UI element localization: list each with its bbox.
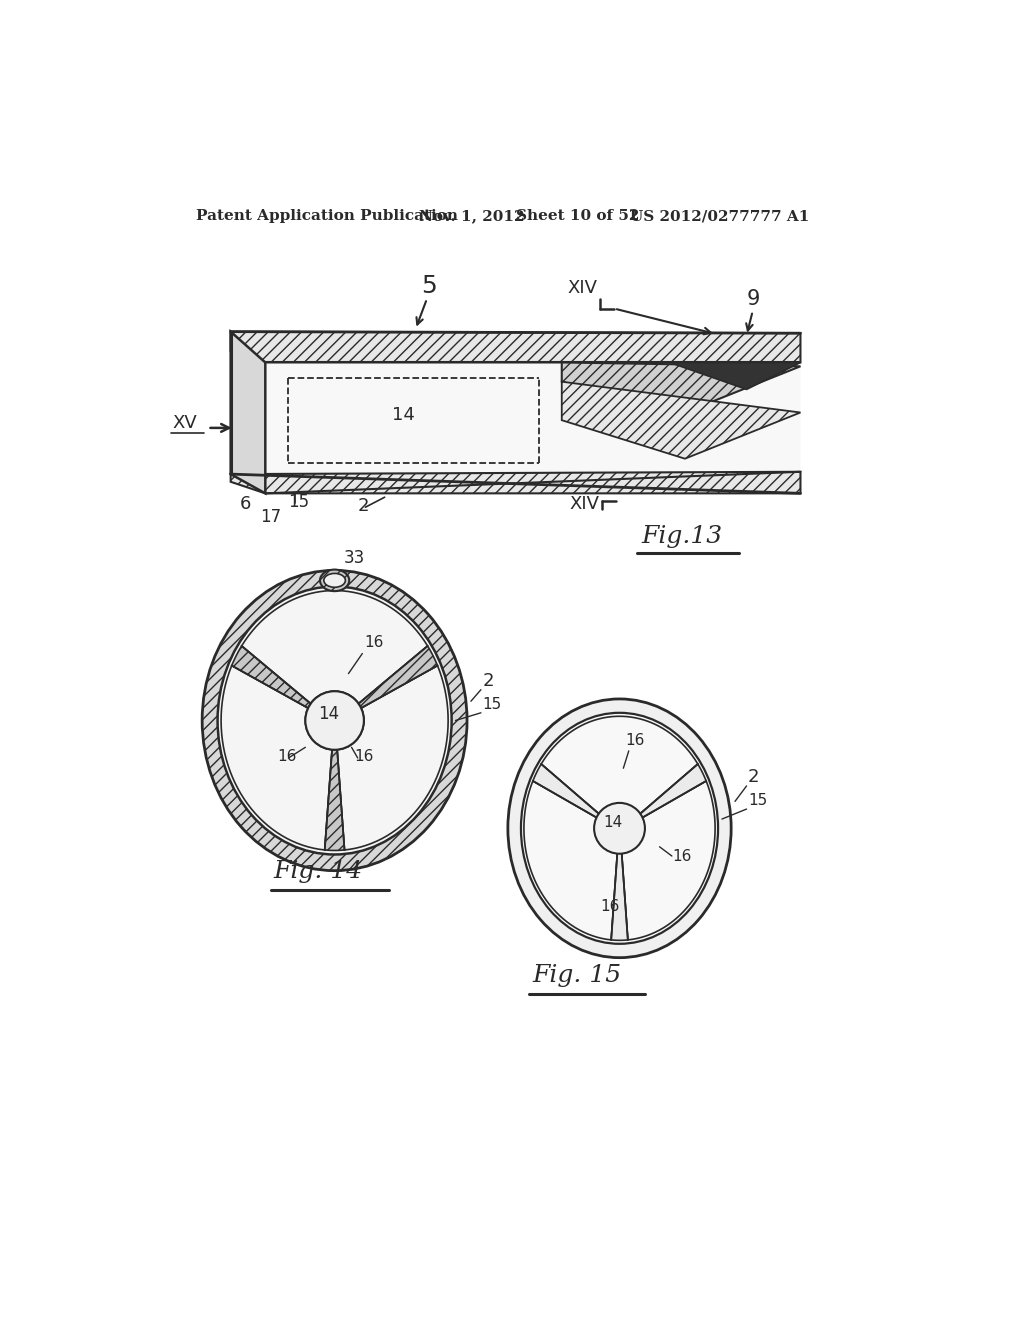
Polygon shape [524,781,617,940]
Polygon shape [562,381,801,459]
Text: 9: 9 [746,289,760,309]
Text: 14: 14 [317,705,339,723]
Text: 33: 33 [344,549,366,568]
Text: 5: 5 [422,275,437,298]
Text: 17: 17 [260,508,281,525]
Ellipse shape [202,570,467,871]
Text: 15: 15 [749,793,767,808]
Text: Fig. 15: Fig. 15 [532,965,622,987]
Ellipse shape [305,692,364,750]
Polygon shape [532,764,600,818]
Polygon shape [562,363,801,412]
Text: 6: 6 [240,495,251,512]
Polygon shape [542,717,697,814]
Text: XV: XV [173,414,198,432]
Polygon shape [221,665,332,850]
Text: XIV: XIV [568,279,598,297]
Text: 16: 16 [600,899,620,915]
Polygon shape [639,764,707,818]
Polygon shape [230,471,801,494]
Polygon shape [231,645,312,709]
Text: 16: 16 [354,748,373,764]
Ellipse shape [508,700,731,958]
Text: US 2012/0277777 A1: US 2012/0277777 A1 [630,209,809,223]
Text: 2: 2 [749,768,760,787]
Text: Nov. 1, 2012: Nov. 1, 2012 [419,209,525,223]
Polygon shape [622,781,715,940]
Text: 16: 16 [364,635,383,649]
Text: Sheet 10 of 52: Sheet 10 of 52 [515,209,639,223]
Polygon shape [230,331,265,494]
Polygon shape [242,590,428,705]
Ellipse shape [594,803,645,854]
Ellipse shape [521,713,718,944]
Text: Patent Application Publication: Patent Application Publication [196,209,458,223]
Polygon shape [611,853,628,940]
Text: 16: 16 [276,748,296,764]
Polygon shape [337,665,449,850]
Text: 15: 15 [289,494,309,511]
Text: 2: 2 [482,672,494,690]
Text: Fig.13: Fig.13 [641,525,722,548]
Ellipse shape [319,570,349,591]
Polygon shape [325,748,344,850]
Polygon shape [265,363,801,494]
Ellipse shape [217,586,452,854]
Text: XIV: XIV [569,495,599,512]
Text: 15: 15 [482,697,502,711]
Polygon shape [670,363,801,389]
Polygon shape [357,645,437,709]
Text: 14: 14 [392,407,416,424]
Text: 16: 16 [672,849,691,863]
Polygon shape [230,331,801,363]
Text: 16: 16 [626,733,645,748]
Ellipse shape [305,692,364,750]
Text: Fig. 14: Fig. 14 [273,861,362,883]
Text: 2: 2 [357,498,370,515]
Ellipse shape [324,573,345,587]
Text: 14: 14 [604,814,623,830]
